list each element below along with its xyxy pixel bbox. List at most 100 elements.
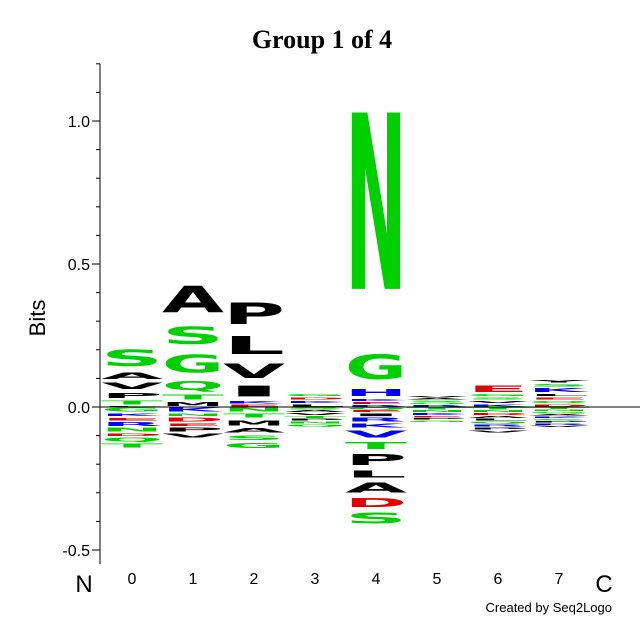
logo-letter-Y: Y — [527, 379, 589, 383]
logo-letter-T: T — [223, 413, 285, 419]
logo-letter-K: K — [528, 416, 590, 418]
chart-title: Group 1 of 4 — [252, 25, 392, 54]
logo-letter-N: N — [467, 410, 529, 413]
logo-letter-E: E — [162, 423, 224, 427]
logo-letter-L: L — [528, 393, 590, 396]
logo-letter-D: D — [284, 397, 346, 400]
logo-letter-K: K — [467, 404, 529, 407]
logo-letter-L: L — [467, 418, 529, 421]
logo-letter-N: N — [406, 410, 468, 413]
logo-letter-S: S — [223, 434, 285, 441]
logo-letter-T: T — [101, 400, 163, 406]
logo-letter-Q: Q — [467, 421, 529, 424]
logo-letter-D: D — [467, 413, 529, 416]
logo-letter-K: K — [345, 398, 407, 401]
logo-letter-E: E — [406, 416, 468, 418]
y-tick-label: -0.5 — [62, 543, 90, 560]
logo-letter-A: A — [528, 414, 590, 416]
logo-letter-K: K — [284, 400, 346, 403]
logo-letter-V: V — [223, 360, 285, 383]
logo-letter-R: R — [345, 405, 407, 407]
logo-letter-A: A — [162, 278, 224, 321]
y-tick-label: 0.5 — [68, 257, 90, 274]
logo-letter-Q: Q — [162, 379, 224, 393]
logo-letter-T: T — [528, 407, 590, 409]
logo-letter-R: R — [528, 423, 590, 425]
logo-letter-S: S — [528, 383, 590, 387]
logo-letter-R: R — [467, 424, 529, 427]
logo-letter-I: I — [223, 383, 285, 400]
logo-letter-L: L — [223, 331, 285, 360]
logo-letter-T: T — [345, 440, 407, 451]
logo-letter-D: D — [345, 496, 407, 510]
y-axis: -0.5 0.0 0.5 1.0 — [62, 63, 101, 565]
logo-letter-S: S — [345, 510, 407, 527]
logo-letter-V: V — [101, 381, 163, 391]
logo-letter-M: M — [162, 401, 224, 407]
logo-letter-E: E — [467, 384, 529, 394]
logo-letter-P: P — [101, 391, 163, 400]
logo-letter-A: A — [101, 371, 163, 381]
x-tick-label: 0 — [128, 571, 137, 588]
logo-letter-S: S — [284, 407, 346, 410]
logo-letter-I: I — [345, 413, 407, 417]
logo-letter-L: L — [345, 469, 407, 480]
logo-letter-K: K — [528, 388, 590, 394]
logo-letter-G: G — [345, 347, 407, 387]
logo-letter-Q: Q — [528, 400, 590, 403]
logo-letter-T: T — [406, 407, 468, 410]
logo-letter-E: E — [223, 404, 285, 407]
logo-letter-N: N — [345, 66, 407, 347]
logo-letter-V: V — [284, 413, 346, 416]
logo-letter-E: E — [345, 410, 407, 413]
x-tick-label: 2 — [250, 571, 259, 588]
logo-letter-S: S — [467, 397, 529, 400]
logo-letter-S: S — [162, 321, 224, 350]
logo-letter-P: P — [528, 421, 590, 423]
logo-letter-G: G — [284, 394, 346, 397]
logo-letter-A: A — [406, 398, 468, 400]
logo-letter-G: G — [528, 412, 590, 414]
logo-letter-Q: Q — [101, 437, 163, 443]
logo-letter-S: S — [406, 400, 468, 402]
logo-letter-A: A — [467, 416, 529, 419]
logo-letter-A: A — [223, 427, 285, 434]
logo-letter-A: A — [284, 410, 346, 413]
logo-letter-A: A — [345, 480, 408, 496]
logo-letter-E: E — [345, 402, 407, 405]
logo-letter-R: R — [101, 421, 163, 427]
logo-letter-S: S — [528, 418, 590, 420]
logo-letter-V: V — [406, 396, 468, 398]
logo-letter-Q: Q — [284, 424, 346, 427]
logo-letter-G: G — [162, 350, 224, 378]
logo-letter-K: K — [223, 400, 285, 404]
logo-letter-V: V — [467, 430, 529, 433]
logo-letter-T: T — [284, 416, 346, 419]
logo-letter-T: T — [101, 443, 163, 449]
logo-letter-V: V — [528, 425, 590, 427]
x-tick-label: 7 — [555, 571, 564, 588]
logo-letter-D: D — [528, 404, 590, 407]
logo-letter-Q: Q — [345, 407, 407, 410]
logo-letter-R: R — [345, 417, 407, 423]
logo-stacks: LTPVASGKERNDQTMTQGSAKNDEPVEKIVLPNTMASGLK… — [101, 66, 590, 527]
x-tick-label: 4 — [372, 571, 381, 588]
logo-letter-M: M — [223, 419, 285, 427]
logo-letter-N: N — [223, 407, 285, 413]
logo-letter-G: G — [101, 407, 163, 413]
logo-letter-P: P — [467, 427, 529, 430]
x-axis: 0 1 2 3 4 5 6 7 — [128, 571, 564, 588]
logo-letter-L: L — [284, 404, 346, 407]
logo-letter-G: G — [406, 420, 468, 422]
logo-letter-V: V — [345, 429, 407, 440]
logo-letter-R: R — [406, 405, 468, 407]
logo-letter-N: N — [162, 413, 224, 417]
x-tick-label: 3 — [311, 571, 320, 588]
x-tick-label: 1 — [189, 571, 198, 588]
y-tick-label: 1.0 — [68, 114, 90, 131]
logo-letter-T: T — [467, 407, 529, 410]
logo-letter-K: K — [162, 407, 224, 413]
logo-letter-E: E — [528, 397, 590, 400]
logo-letter-G: G — [467, 394, 529, 397]
logo-letter-L: L — [101, 406, 163, 407]
